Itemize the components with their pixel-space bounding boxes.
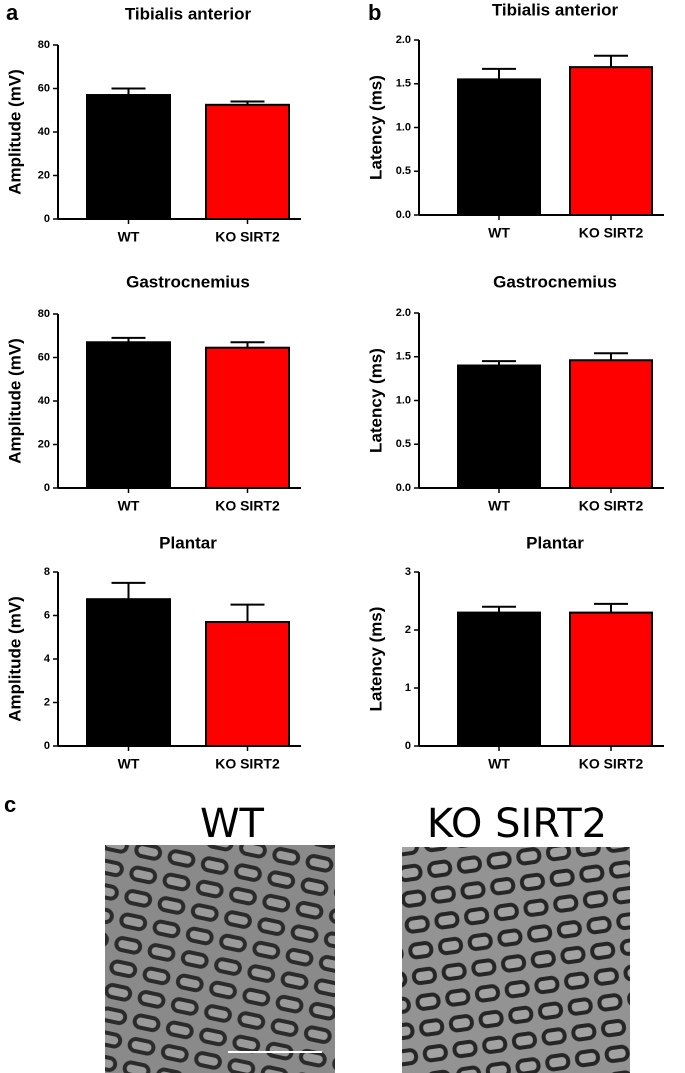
image-label: KO SIRT2 (427, 801, 607, 847)
x-tick-label: KO SIRT2 (579, 225, 644, 241)
y-tick-label: 40 (38, 395, 50, 407)
y-tick-label: 80 (38, 308, 50, 320)
bar (457, 78, 541, 216)
y-tick-label: 6 (44, 609, 50, 621)
x-tick-label: WT (118, 229, 140, 245)
y-tick-label: 1 (405, 682, 411, 694)
y-axis-label: Latency (ms) (366, 607, 385, 712)
x-tick-label: KO SIRT2 (579, 498, 644, 514)
y-tick-label: 2 (44, 696, 50, 708)
y-tick-label: 2.0 (396, 307, 411, 319)
x-tick-label: WT (118, 498, 140, 514)
micrograph (402, 847, 630, 1073)
y-tick-label: 60 (38, 82, 50, 94)
y-tick-label: 4 (44, 653, 51, 665)
y-tick-label: 80 (38, 39, 50, 51)
panel-label: c (4, 792, 16, 817)
y-tick-label: 0 (44, 740, 50, 752)
y-tick-label: 60 (38, 351, 50, 363)
chart-title: Plantar (526, 533, 584, 552)
y-tick-label: 0.0 (396, 209, 411, 221)
y-axis-label: Latency (ms) (366, 348, 385, 453)
bar (86, 341, 171, 489)
micrograph (105, 845, 335, 1073)
y-tick-label: 2 (405, 624, 411, 636)
x-tick-label: KO SIRT2 (215, 229, 280, 245)
x-tick-label: KO SIRT2 (215, 498, 280, 514)
x-tick-label: WT (488, 225, 510, 241)
y-tick-label: 0.5 (396, 165, 411, 177)
y-tick-label: 1.0 (396, 394, 411, 406)
y-axis-label: Latency (ms) (366, 75, 385, 180)
x-tick-label: WT (488, 498, 510, 514)
x-tick-label: KO SIRT2 (215, 756, 280, 772)
y-tick-label: 40 (38, 126, 50, 138)
bar (569, 66, 653, 216)
y-tick-label: 0 (44, 482, 50, 494)
y-tick-label: 0 (44, 213, 50, 225)
y-tick-label: 8 (44, 566, 50, 578)
chart-title: Tibialis anterior (125, 4, 252, 23)
bar (457, 364, 541, 489)
image-label: WT (200, 801, 265, 847)
y-tick-label: 20 (38, 169, 50, 181)
y-tick-label: 20 (38, 438, 50, 450)
y-tick-label: 0 (405, 740, 411, 752)
bar (205, 346, 290, 489)
chart-title: Plantar (159, 533, 217, 552)
y-axis-label: Amplitude (mV) (5, 596, 24, 722)
bar (86, 598, 171, 747)
bar (569, 359, 653, 489)
y-tick-label: 0.5 (396, 438, 411, 450)
x-tick-label: WT (118, 756, 140, 772)
bar (457, 611, 541, 747)
x-tick-label: KO SIRT2 (579, 756, 644, 772)
y-tick-label: 3 (405, 566, 411, 578)
y-tick-label: 1.0 (396, 121, 411, 133)
bar (205, 103, 290, 220)
y-axis-label: Amplitude (mV) (5, 338, 24, 464)
bar (86, 94, 171, 220)
y-tick-label: 0.0 (396, 482, 411, 494)
y-axis-label: Amplitude (mV) (5, 69, 24, 195)
x-tick-label: WT (488, 756, 510, 772)
chart-title: Tibialis anterior (492, 0, 619, 19)
bar (205, 621, 290, 748)
bar (569, 611, 653, 747)
chart-title: Gastrocnemius (126, 272, 250, 291)
y-tick-label: 2.0 (396, 34, 411, 46)
panel-label: b (368, 0, 381, 25)
panel-label: a (6, 0, 19, 25)
y-tick-label: 1.5 (396, 351, 411, 363)
chart-title: Gastrocnemius (493, 272, 617, 291)
y-tick-label: 1.5 (396, 78, 411, 90)
